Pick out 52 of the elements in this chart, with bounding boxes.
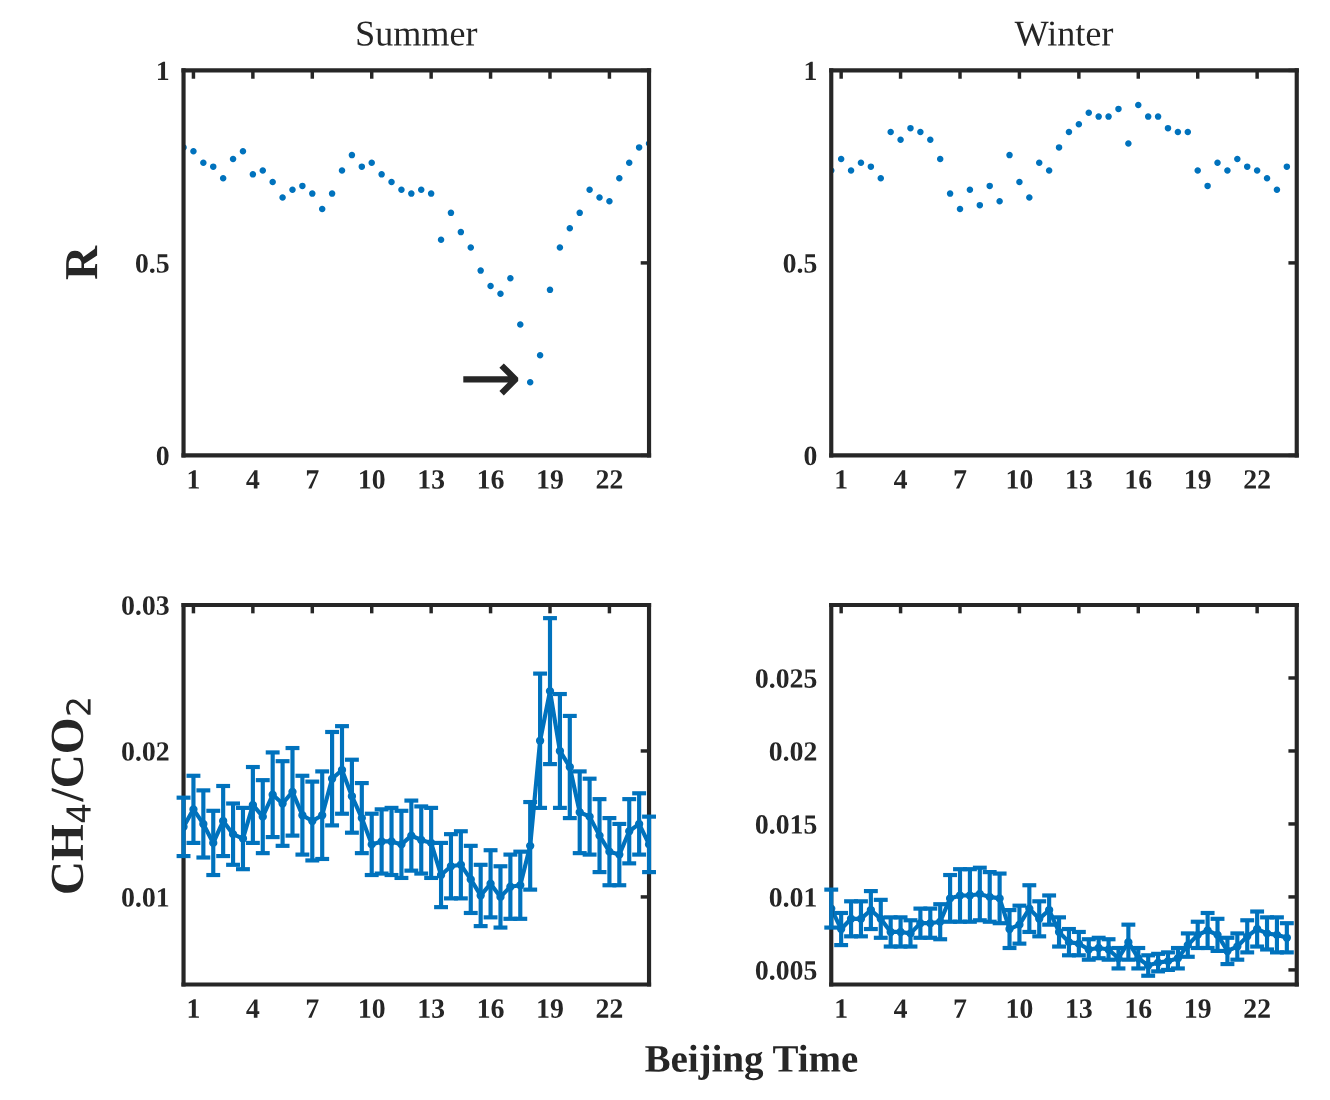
x-tick-label: 22 <box>596 470 623 489</box>
chart-title: Summer <box>357 21 478 46</box>
x-tick-label: 22 <box>1244 470 1270 489</box>
x-tick-label: 1 <box>188 999 199 1018</box>
x-tick-label: 1 <box>836 470 847 489</box>
y-tick-label: 0.03 <box>122 596 169 616</box>
x-tick-label: 19 <box>1186 470 1211 489</box>
x-tick-label: 7 <box>306 999 319 1018</box>
y-tick-label: 0.5 <box>135 254 169 273</box>
x-tick-label: 13 <box>1067 999 1092 1018</box>
y-tick-label: 0.005 <box>755 961 817 980</box>
x-tick-label: 4 <box>246 470 260 489</box>
x-tick-label: 7 <box>306 470 319 489</box>
chart-title: Winter <box>1014 21 1114 46</box>
x-tick-label: 13 <box>419 470 445 489</box>
x-tick-label: 16 <box>1126 470 1152 489</box>
y-tick-label: 0 <box>156 446 169 466</box>
x-tick-label: 7 <box>954 470 967 489</box>
x-tick-label: 13 <box>419 999 445 1018</box>
x-tick-label: 7 <box>954 999 967 1018</box>
x-tick-label: 10 <box>1007 999 1033 1018</box>
annotation: → <box>463 363 519 396</box>
x-tick-label: 10 <box>360 470 385 489</box>
y-tick-label: 0 <box>804 446 817 466</box>
x-tick-label: 16 <box>478 470 504 489</box>
y-tick-label: 1 <box>157 61 169 81</box>
x-tick-label: 4 <box>894 470 908 489</box>
x-tick-label: 19 <box>538 999 563 1018</box>
x-tick-label: 1 <box>836 999 847 1018</box>
y-tick-label: 0.01 <box>122 888 169 907</box>
x-tick-label: 4 <box>246 999 260 1018</box>
x-tick-label: 22 <box>596 999 623 1018</box>
x-tick-label: 10 <box>360 999 385 1018</box>
y-axis-title: CH$_{4}$/CO$_{2}$ <box>51 699 91 893</box>
x-axis-title: Beijing Time <box>645 1044 858 1081</box>
y-tick-label: 0.01 <box>769 888 816 907</box>
y-tick-label: 0.015 <box>755 815 817 834</box>
x-tick-label: 10 <box>1007 470 1033 489</box>
x-tick-label: 16 <box>478 999 504 1018</box>
x-tick-label: 22 <box>1244 999 1270 1018</box>
y-tick-label: 0.02 <box>769 742 817 761</box>
x-tick-label: 13 <box>1067 470 1092 489</box>
y-tick-label: 1 <box>805 61 816 81</box>
y-tick-label: 0.02 <box>122 742 169 761</box>
x-tick-label: 4 <box>894 999 908 1018</box>
x-tick-label: 16 <box>1126 999 1152 1018</box>
x-tick-label: 19 <box>538 470 563 489</box>
y-tick-label: 0.5 <box>783 254 817 273</box>
x-tick-label: 19 <box>1186 999 1211 1018</box>
x-tick-label: 1 <box>188 470 199 489</box>
y-tick-label: 0.025 <box>755 669 817 689</box>
y-axis-title: R <box>66 245 98 280</box>
